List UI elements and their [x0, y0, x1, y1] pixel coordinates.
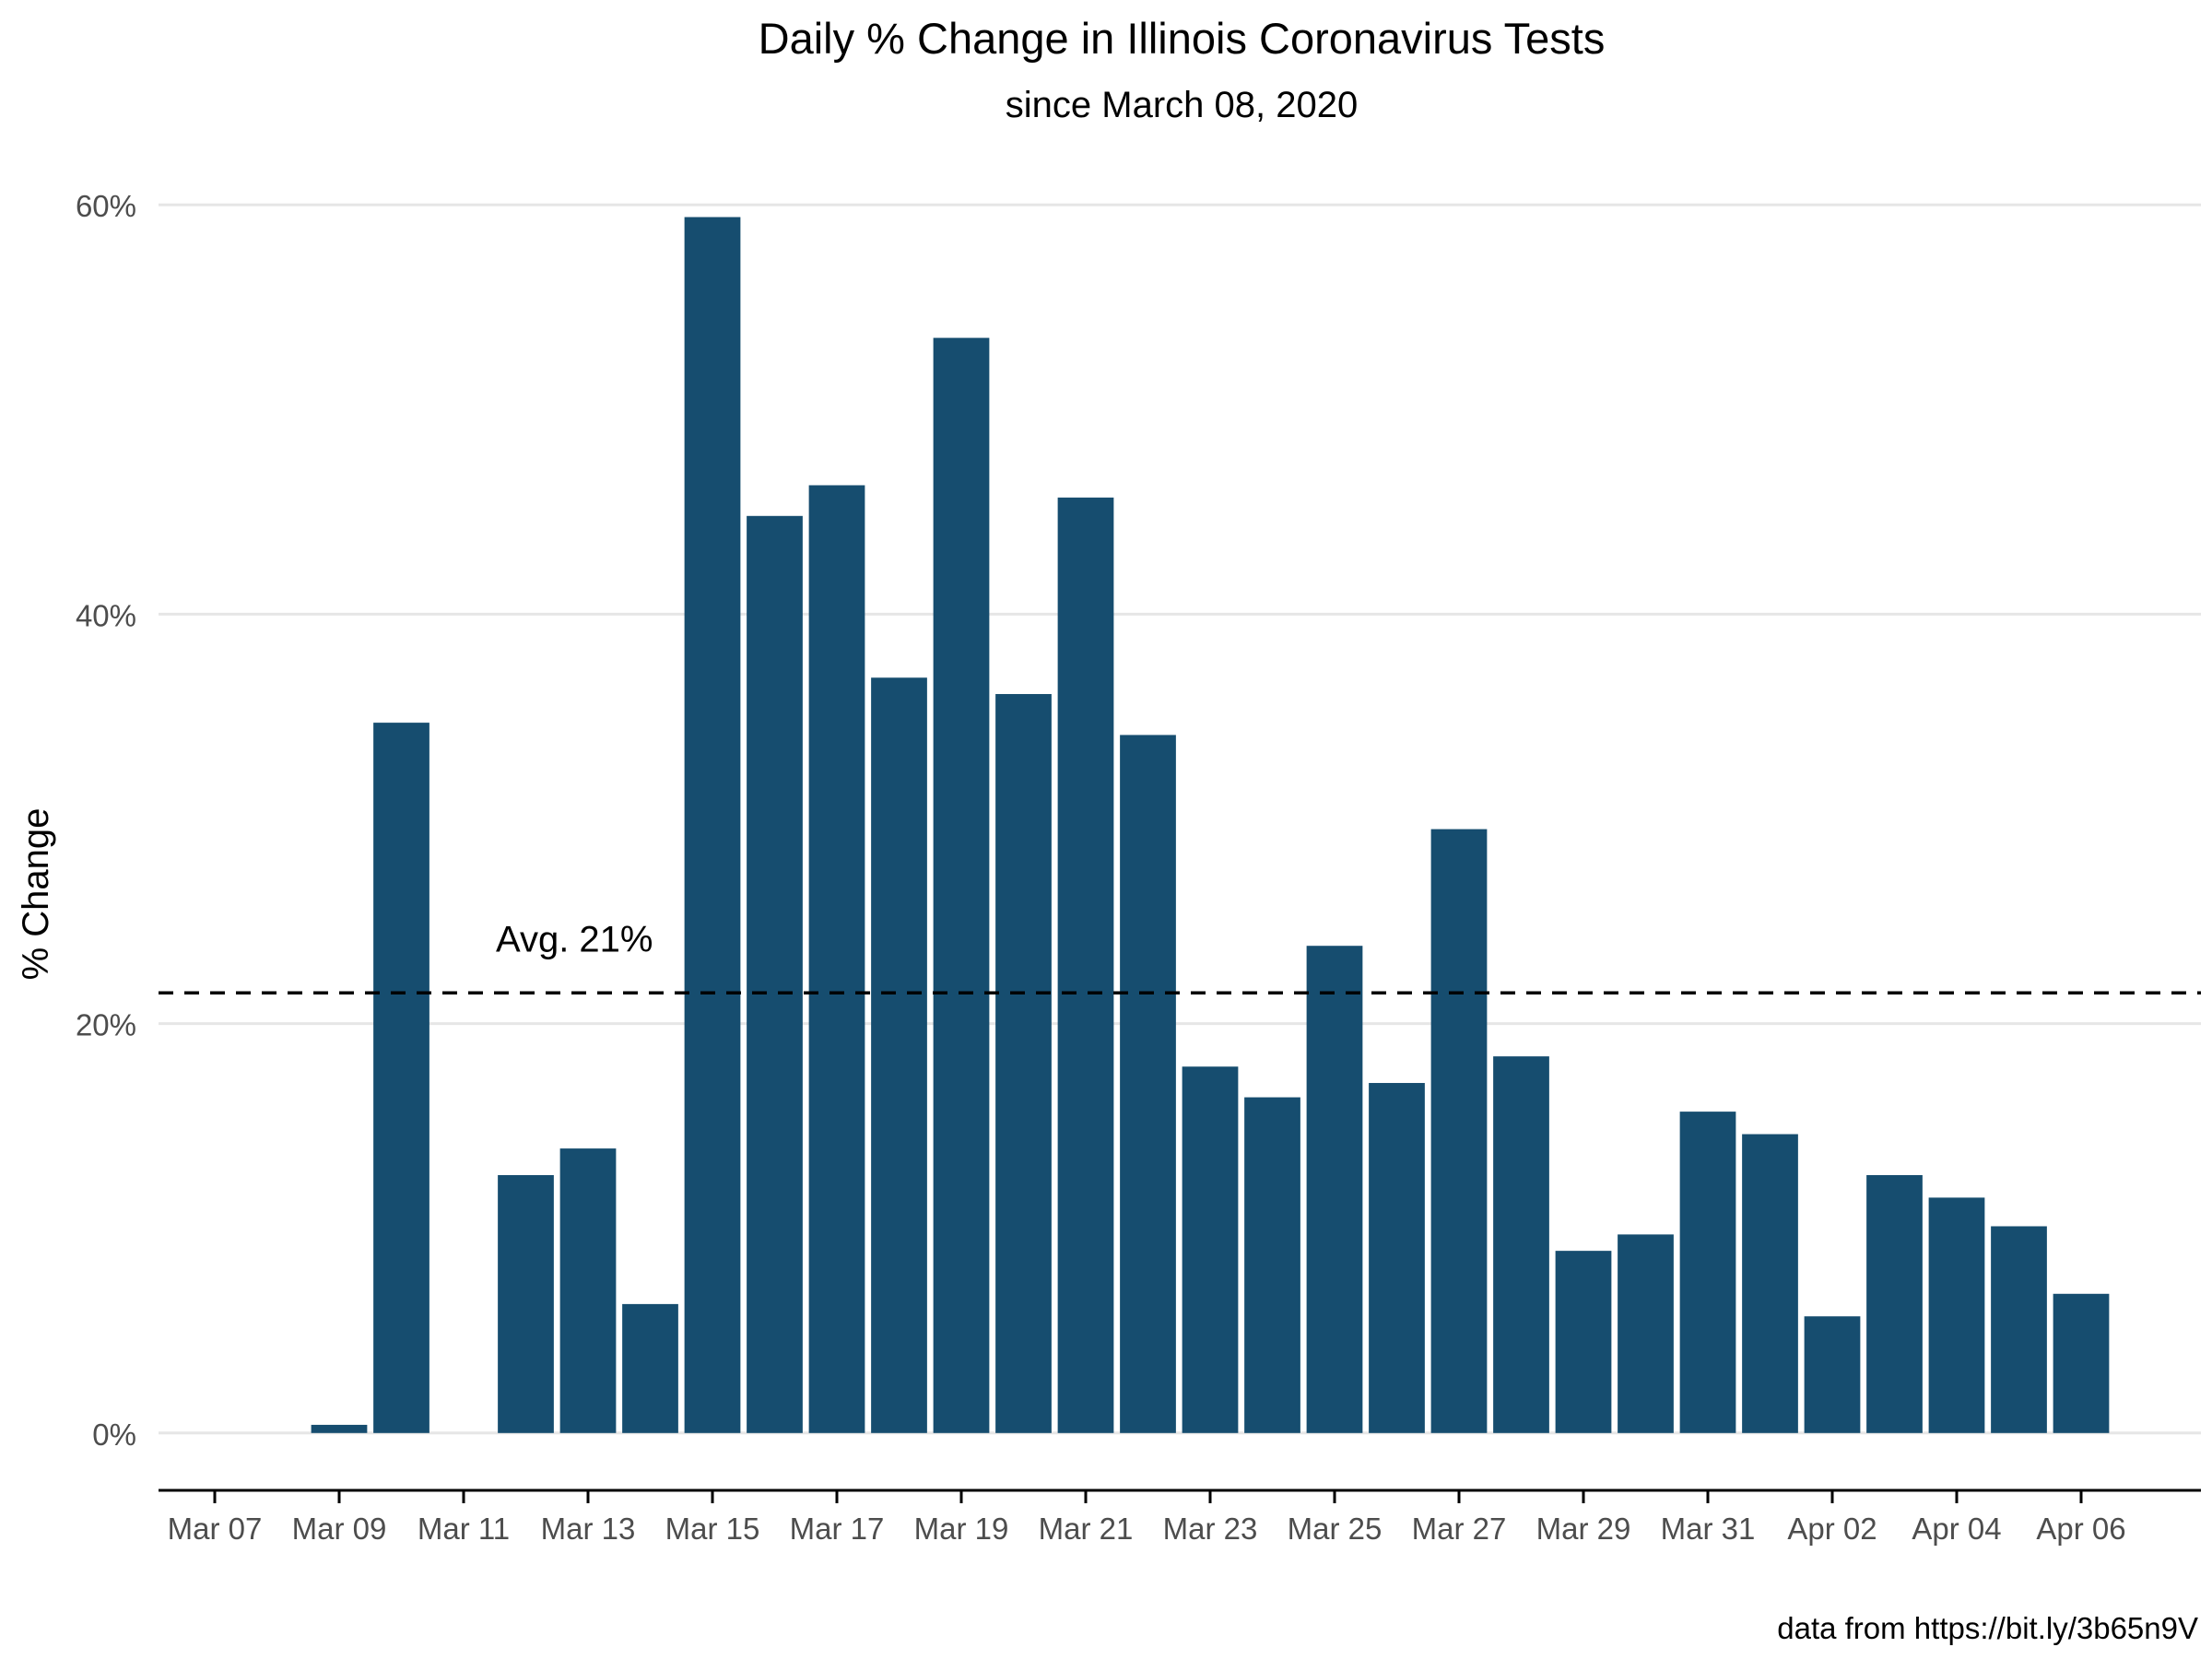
y-axis-title: % Change: [16, 808, 56, 981]
bar: [1742, 1134, 1798, 1433]
bar: [498, 1174, 554, 1433]
x-tick-label: Mar 25: [1288, 1512, 1382, 1546]
y-axis-tick-labels: 0% 20% 40% 60%: [76, 189, 136, 1452]
bar: [933, 337, 990, 1433]
y-tick-label: 40%: [76, 598, 136, 632]
y-tick-label: 60%: [76, 189, 136, 223]
bar: [747, 515, 803, 1433]
x-tick-label: Mar 09: [292, 1512, 387, 1546]
bar: [559, 1148, 617, 1433]
bar: [622, 1303, 678, 1433]
x-tick-label: Mar 21: [1039, 1512, 1134, 1546]
x-tick-label: Mar 31: [1661, 1512, 1756, 1546]
bar: [1120, 735, 1176, 1433]
x-tick-label: Mar 07: [168, 1512, 263, 1546]
x-tick-label: Mar 11: [418, 1512, 510, 1546]
y-tick-label: 0%: [92, 1418, 136, 1452]
x-tick-label: Mar 29: [1536, 1512, 1631, 1546]
bar: [311, 1424, 368, 1433]
bar: [1866, 1174, 1923, 1433]
bar: [1306, 946, 1363, 1433]
x-tick-label: Apr 02: [1787, 1512, 1877, 1546]
bar: [995, 694, 1052, 1433]
bar: [871, 677, 927, 1433]
x-tick-label: Mar 23: [1163, 1512, 1258, 1546]
x-axis-ticks: Mar 07 Mar 09 Mar 11 Mar 13 Mar 15 Mar 17 Mar …: [168, 1490, 2126, 1546]
bar: [1369, 1083, 1425, 1433]
bar: [1804, 1316, 1861, 1433]
bar: [1618, 1234, 1674, 1433]
bar: [1991, 1226, 2047, 1433]
bar: [1679, 1112, 1736, 1433]
chart-subtitle: since March 08, 2020: [1006, 85, 1358, 125]
bar: [1182, 1066, 1239, 1433]
x-tick-label: Apr 04: [1912, 1512, 2001, 1546]
bar: [1555, 1251, 1612, 1433]
bar: [1493, 1056, 1549, 1433]
bar: [1057, 497, 1114, 1433]
x-tick-label: Mar 19: [914, 1512, 1009, 1546]
bar: [684, 217, 741, 1433]
x-tick-label: Mar 17: [790, 1512, 885, 1546]
chart-title: Daily % Change in Illinois Coronavirus T…: [759, 14, 1606, 63]
gridlines: [159, 203, 2201, 1435]
average-label: Avg. 21%: [496, 919, 653, 959]
bar: [373, 723, 429, 1433]
bar: [1244, 1097, 1300, 1433]
bar: [1928, 1197, 1985, 1433]
bar: [1430, 829, 1488, 1433]
bar: [2053, 1293, 2110, 1433]
y-tick-label: 20%: [76, 1008, 136, 1042]
x-tick-label: Mar 27: [1412, 1512, 1507, 1546]
x-tick-label: Mar 13: [541, 1512, 636, 1546]
caption: data from https://bit.ly/3b65n9V: [1777, 1611, 2198, 1645]
x-tick-label: Mar 15: [665, 1512, 760, 1546]
bars: [311, 217, 2110, 1433]
x-tick-label: Apr 06: [2036, 1512, 2125, 1546]
bar: [808, 485, 865, 1433]
